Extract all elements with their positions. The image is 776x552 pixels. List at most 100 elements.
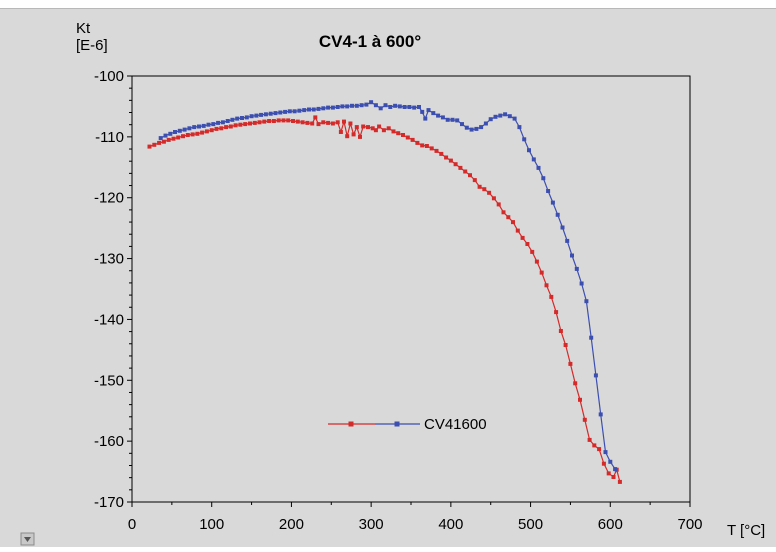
data-point-cooling	[263, 112, 268, 117]
data-point-heating	[267, 119, 272, 123]
data-point-heating	[338, 130, 343, 134]
data-point-heating	[257, 120, 262, 125]
data-point-heating	[444, 155, 449, 160]
series-layer	[147, 100, 622, 484]
data-point-heating	[233, 123, 238, 128]
data-point-cooling	[579, 281, 584, 286]
data-point-cooling	[469, 127, 474, 132]
data-point-cooling	[273, 111, 278, 116]
y-tick-label: -150	[94, 372, 124, 389]
data-point-cooling	[216, 120, 221, 125]
data-point-cooling	[527, 148, 531, 153]
data-point-cooling	[546, 189, 551, 193]
data-point-heating	[351, 132, 356, 137]
data-point-cooling	[498, 113, 503, 118]
data-point-cooling	[225, 119, 230, 123]
data-point-heating	[386, 126, 391, 131]
data-point-cooling	[479, 125, 484, 130]
data-point-heating	[313, 115, 318, 120]
data-point-cooling	[168, 131, 173, 136]
data-point-heating	[573, 381, 578, 386]
x-tick-label: 200	[279, 516, 304, 533]
data-point-cooling	[488, 117, 493, 122]
data-point-cooling	[173, 130, 177, 134]
data-point-heating	[161, 139, 166, 144]
data-point-heating	[271, 119, 276, 123]
data-point-heating	[434, 148, 439, 153]
data-point-cooling	[512, 116, 517, 121]
data-point-cooling	[493, 114, 498, 119]
data-point-heating	[310, 121, 315, 126]
data-point-cooling	[420, 109, 425, 114]
chart-title: CV4-1 à 600°	[319, 32, 421, 51]
y-axis-label-line-1: Kt	[76, 20, 91, 37]
data-point-heating	[420, 143, 425, 148]
data-point-heating	[611, 475, 616, 479]
data-point-cooling	[522, 137, 527, 142]
data-point-cooling	[350, 103, 354, 108]
x-tick-label: 500	[518, 516, 543, 533]
data-point-heating	[515, 228, 520, 233]
data-point-heating	[366, 125, 370, 130]
y-tick-label: -110	[95, 129, 124, 146]
data-point-heating	[252, 120, 257, 125]
data-point-cooling	[417, 105, 421, 109]
data-point-cooling	[464, 125, 469, 130]
data-point-heating	[330, 121, 335, 126]
data-point-cooling	[460, 122, 464, 127]
dropdown-handle-icon[interactable]	[20, 532, 35, 546]
data-point-cooling	[240, 116, 244, 120]
data-point-heating	[286, 118, 291, 123]
data-point-cooling	[474, 126, 479, 131]
data-point-cooling	[593, 373, 598, 378]
data-point-heating	[185, 133, 190, 137]
x-tick-label: 600	[598, 516, 623, 533]
data-point-heating	[321, 120, 326, 125]
legend-marker-heating	[348, 421, 354, 427]
data-point-cooling	[436, 113, 441, 118]
data-point-cooling	[536, 165, 541, 170]
data-point-cooling	[423, 116, 428, 121]
data-point-cooling	[278, 110, 283, 115]
data-point-cooling	[531, 157, 536, 162]
data-point-cooling	[550, 200, 555, 205]
data-point-heating	[458, 165, 463, 170]
x-tick-label: 700	[677, 516, 702, 533]
data-point-heating	[424, 144, 429, 148]
data-point-cooling	[440, 115, 445, 120]
data-point-cooling	[330, 105, 335, 110]
data-point-cooling	[192, 125, 197, 130]
data-point-cooling	[297, 108, 302, 113]
data-point-cooling	[311, 107, 316, 112]
data-point-heating	[501, 210, 506, 215]
data-point-heating	[487, 190, 492, 195]
legend-label: CV41600	[424, 416, 487, 433]
data-point-heating	[415, 140, 420, 145]
data-point-heating	[597, 447, 602, 452]
data-point-heating	[345, 134, 350, 139]
data-point-heating	[200, 130, 205, 135]
x-tick-label: 300	[359, 516, 384, 533]
data-point-heating	[530, 249, 535, 254]
data-point-heating	[429, 146, 434, 151]
data-point-heating	[219, 126, 224, 131]
data-point-heating	[190, 132, 195, 137]
data-point-cooling	[570, 253, 574, 258]
data-point-cooling	[259, 112, 264, 117]
data-point-heating	[348, 121, 353, 126]
data-point-cooling	[345, 104, 350, 109]
data-point-heating	[228, 124, 233, 129]
data-point-heating	[204, 129, 209, 134]
data-point-heating	[578, 397, 582, 402]
data-point-cooling	[613, 467, 618, 472]
data-point-heating	[525, 242, 530, 246]
data-point-heating	[511, 220, 515, 225]
data-point-heating	[453, 162, 458, 167]
data-point-heating	[439, 151, 444, 156]
data-point-heating	[448, 158, 453, 163]
data-point-heating	[295, 119, 300, 124]
legend: CV41600	[328, 416, 487, 433]
data-point-heating	[563, 343, 568, 347]
data-point-heating	[617, 479, 622, 484]
